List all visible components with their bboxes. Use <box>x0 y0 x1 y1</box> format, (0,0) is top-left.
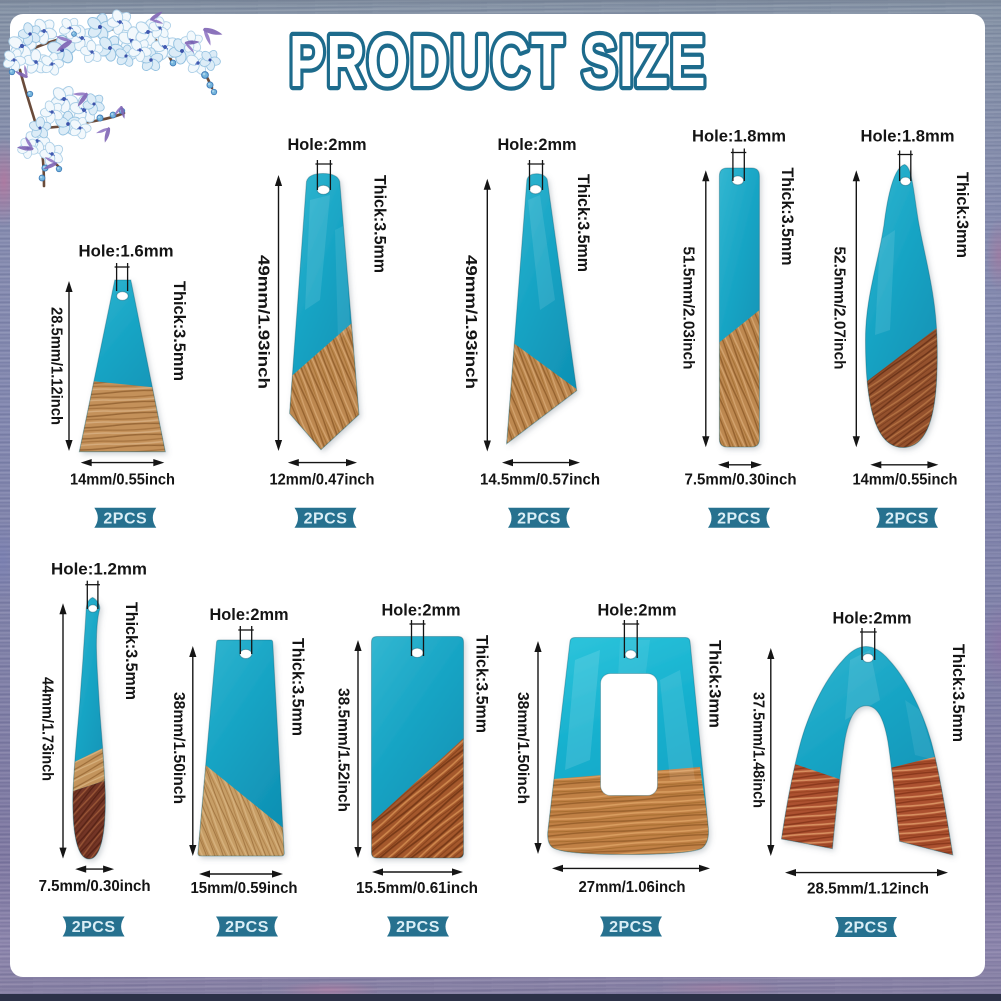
svg-text:2PCS: 2PCS <box>72 919 116 936</box>
svg-text:Thick:3.5mm: Thick:3.5mm <box>371 175 389 273</box>
svg-text:2PCS: 2PCS <box>304 510 348 527</box>
svg-text:Hole:1.6mm: Hole:1.6mm <box>79 242 174 261</box>
svg-text:15mm/0.59inch: 15mm/0.59inch <box>191 880 298 897</box>
svg-text:Hole:2mm: Hole:2mm <box>498 135 577 154</box>
svg-text:2PCS: 2PCS <box>885 510 929 527</box>
svg-text:2PCS: 2PCS <box>225 919 269 936</box>
svg-text:2PCS: 2PCS <box>717 510 761 527</box>
svg-text:Thick:3mm: Thick:3mm <box>953 172 971 258</box>
svg-text:2PCS: 2PCS <box>396 919 440 936</box>
svg-text:7.5mm/0.30inch: 7.5mm/0.30inch <box>685 472 797 489</box>
svg-text:PRODUCT SIZE: PRODUCT SIZE <box>289 22 707 102</box>
svg-text:49mm/1.93inch: 49mm/1.93inch <box>462 255 479 389</box>
svg-text:2PCS: 2PCS <box>609 919 653 936</box>
svg-text:27mm/1.06inch: 27mm/1.06inch <box>579 879 686 896</box>
svg-text:PRODUCT SIZE: PRODUCT SIZE <box>289 22 707 102</box>
svg-text:Hole:2mm: Hole:2mm <box>288 135 367 154</box>
svg-text:Hole:2mm: Hole:2mm <box>210 605 289 624</box>
svg-text:Thick:3.5mm: Thick:3.5mm <box>170 281 188 381</box>
svg-text:2PCS: 2PCS <box>517 510 561 527</box>
svg-text:15.5mm/0.61inch: 15.5mm/0.61inch <box>356 880 478 897</box>
svg-text:2PCS: 2PCS <box>844 920 888 937</box>
svg-text:14.5mm/0.57inch: 14.5mm/0.57inch <box>480 472 600 489</box>
svg-text:Hole:1.2mm: Hole:1.2mm <box>51 560 147 579</box>
svg-text:7.5mm/0.30inch: 7.5mm/0.30inch <box>39 878 151 895</box>
svg-text:37.5mm/1.48inch: 37.5mm/1.48inch <box>749 692 766 808</box>
svg-text:14mm/0.55inch: 14mm/0.55inch <box>853 472 958 489</box>
svg-text:Thick:3.5mm: Thick:3.5mm <box>574 174 592 272</box>
svg-text:28.5mm/1.12inch: 28.5mm/1.12inch <box>807 881 929 898</box>
svg-text:12mm/0.47inch: 12mm/0.47inch <box>270 472 375 489</box>
svg-text:Hole:1.8mm: Hole:1.8mm <box>692 127 786 146</box>
svg-text:38mm/1.50inch: 38mm/1.50inch <box>170 692 187 804</box>
svg-text:38.5mm/1.52inch: 38.5mm/1.52inch <box>335 688 352 812</box>
svg-text:Thick:3.5mm: Thick:3.5mm <box>949 644 967 742</box>
svg-text:14mm/0.55inch: 14mm/0.55inch <box>70 472 175 489</box>
svg-text:Hole:2mm: Hole:2mm <box>382 601 461 620</box>
svg-text:2PCS: 2PCS <box>103 510 147 527</box>
svg-text:38mm/1.50inch: 38mm/1.50inch <box>514 692 531 804</box>
svg-text:28.5mm/1.12inch: 28.5mm/1.12inch <box>47 307 64 425</box>
svg-text:Hole:2mm: Hole:2mm <box>598 601 677 620</box>
svg-text:Thick:3.5mm: Thick:3.5mm <box>473 635 491 733</box>
svg-text:52.5mm/2.07inch: 52.5mm/2.07inch <box>830 247 847 370</box>
svg-text:Hole:2mm: Hole:2mm <box>833 609 912 628</box>
svg-text:51.5mm/2.03inch: 51.5mm/2.03inch <box>679 247 696 370</box>
svg-text:Thick:3.5mm: Thick:3.5mm <box>122 602 140 700</box>
svg-text:49mm/1.93inch: 49mm/1.93inch <box>254 255 271 389</box>
svg-text:Thick:3.5mm: Thick:3.5mm <box>778 168 796 266</box>
svg-text:Thick:3mm: Thick:3mm <box>706 640 724 728</box>
svg-text:Hole:1.8mm: Hole:1.8mm <box>861 127 955 146</box>
svg-text:44mm/1.73inch: 44mm/1.73inch <box>38 677 55 781</box>
svg-text:Thick:3.5mm: Thick:3.5mm <box>289 638 307 736</box>
